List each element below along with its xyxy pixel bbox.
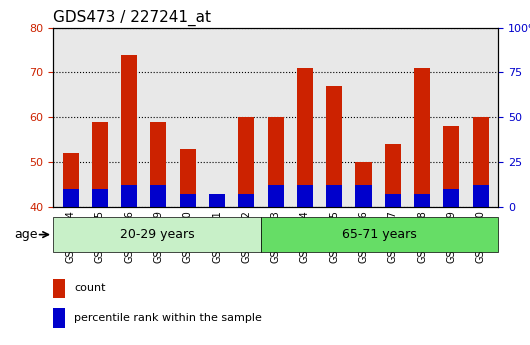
Bar	[209, 203, 225, 207]
Bar	[63, 189, 78, 207]
Bar	[53, 308, 66, 328]
Bar	[261, 217, 498, 252]
Bar	[63, 153, 78, 207]
Bar	[414, 194, 430, 207]
Bar	[121, 185, 137, 207]
Bar	[238, 117, 254, 207]
Bar	[121, 55, 137, 207]
Bar	[385, 144, 401, 207]
Bar	[473, 117, 489, 207]
Text: age: age	[14, 228, 38, 241]
Bar	[180, 149, 196, 207]
Bar	[473, 185, 489, 207]
Bar	[268, 117, 284, 207]
Bar	[151, 185, 166, 207]
Bar	[238, 194, 254, 207]
Bar	[297, 185, 313, 207]
Text: GDS473 / 227241_at: GDS473 / 227241_at	[53, 10, 211, 26]
Text: 20-29 years: 20-29 years	[120, 228, 194, 241]
Bar	[443, 126, 460, 207]
Bar	[414, 68, 430, 207]
Bar	[53, 279, 66, 298]
Bar	[92, 189, 108, 207]
Bar	[356, 185, 372, 207]
Bar	[268, 185, 284, 207]
Bar	[151, 122, 166, 207]
Bar	[385, 194, 401, 207]
Text: count: count	[74, 284, 106, 293]
Bar	[443, 189, 460, 207]
Bar	[92, 122, 108, 207]
Bar	[53, 217, 261, 252]
Bar	[209, 194, 225, 207]
Bar	[356, 162, 372, 207]
Text: percentile rank within the sample: percentile rank within the sample	[74, 313, 262, 323]
Bar	[180, 194, 196, 207]
Text: 65-71 years: 65-71 years	[342, 228, 417, 241]
Bar	[297, 68, 313, 207]
Bar	[326, 86, 342, 207]
Bar	[326, 185, 342, 207]
